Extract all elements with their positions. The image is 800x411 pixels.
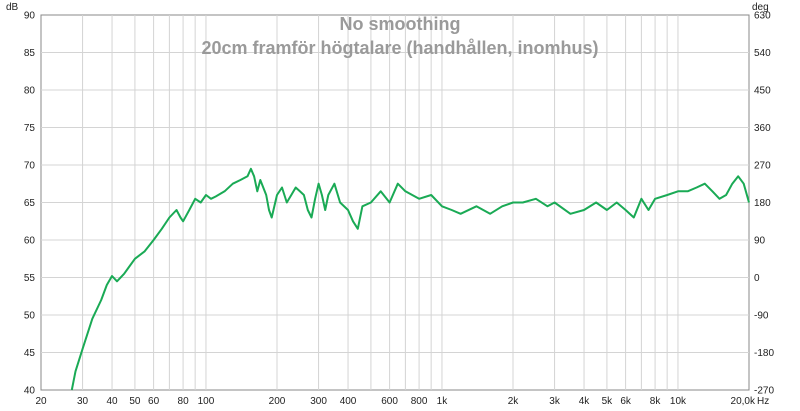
- y2-tick-label: 540: [754, 48, 771, 59]
- y-tick-label: 40: [24, 386, 36, 397]
- y2-tick-label: -270: [754, 386, 774, 397]
- x-tick-label: 6k: [620, 396, 632, 407]
- x-tick-label: 3k: [549, 396, 561, 407]
- x-tick-label: 200: [269, 396, 286, 407]
- x-tick-label: 50: [129, 396, 141, 407]
- chart-title: No smoothing: [340, 14, 461, 34]
- y-tick-label: 45: [24, 348, 36, 359]
- x-tick-label: 80: [178, 396, 190, 407]
- x-tick-label: 600: [381, 396, 398, 407]
- y-tick-label: 60: [24, 236, 36, 247]
- x-tick-label: 300: [310, 396, 327, 407]
- x-tick-label: 1k: [437, 396, 449, 407]
- y2-tick-label: 90: [754, 236, 766, 247]
- y-tick-label: 50: [24, 311, 36, 322]
- y-tick-label: 65: [24, 198, 36, 209]
- series-layer: [70, 167, 750, 391]
- x-tick-label: 40: [106, 396, 118, 407]
- x-tick-label: 60: [148, 396, 160, 407]
- x-axis: 20 30 40 50 60 80 100 200 300 400 600 800 1k 2k 3k 4k 5k…: [35, 396, 756, 407]
- x-tick-label: 5k: [602, 396, 614, 407]
- series-line: [70, 167, 750, 391]
- x-tick-label: 8k: [650, 396, 662, 407]
- y-axis-unit: dB: [6, 2, 19, 13]
- y2-axis-unit: deg: [752, 2, 769, 13]
- x-tick-label: 800: [411, 396, 428, 407]
- y2-tick-label: 180: [754, 198, 771, 209]
- chart-subtitle: 20cm framför högtalare (handhållen, inom…: [201, 38, 598, 58]
- x-tick-label: 10k: [670, 396, 687, 407]
- y2-tick-label: -90: [754, 311, 769, 322]
- y-tick-label: 80: [24, 86, 36, 97]
- y2-tick-label: -180: [754, 348, 774, 359]
- x-tick-label: 4k: [579, 396, 591, 407]
- y-axis-right: -270 -180 -90 0 90 180 270 360 450 540 630: [754, 11, 774, 397]
- y-axis-left: 40 45 50 55 60 65 70 75 80 85 90: [24, 11, 36, 397]
- y2-tick-label: 450: [754, 86, 771, 97]
- x-tick-label: 20: [35, 396, 47, 407]
- x-tick-label: 100: [198, 396, 215, 407]
- y-tick-label: 70: [24, 161, 36, 172]
- y-tick-label: 55: [24, 273, 36, 284]
- y2-tick-label: 270: [754, 161, 771, 172]
- y-tick-label: 75: [24, 123, 36, 134]
- x-tick-label: 20,0k: [731, 396, 756, 407]
- y-tick-label: 90: [24, 11, 36, 22]
- y2-tick-label: 630: [754, 11, 771, 22]
- x-tick-label: 30: [77, 396, 89, 407]
- y-tick-label: 85: [24, 48, 36, 59]
- y2-tick-label: 360: [754, 123, 771, 134]
- x-tick-label: 400: [340, 396, 357, 407]
- y2-tick-label: 0: [754, 273, 760, 284]
- x-axis-unit: Hz: [757, 396, 769, 407]
- x-tick-label: 2k: [508, 396, 520, 407]
